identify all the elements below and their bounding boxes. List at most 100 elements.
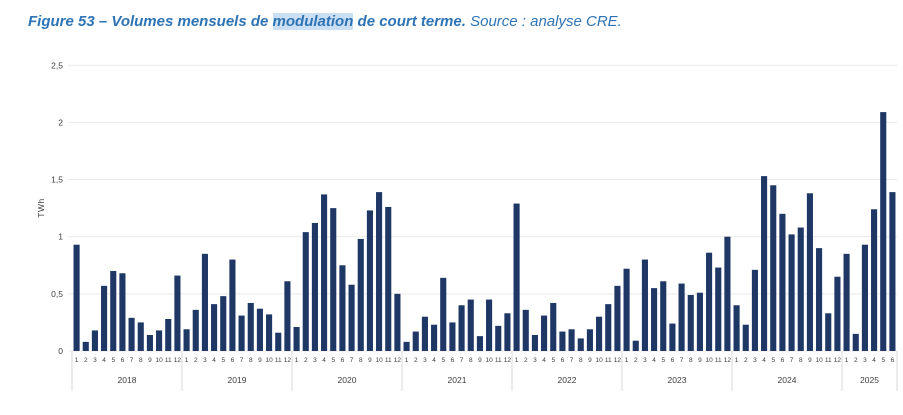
y-axis-title: TWh bbox=[36, 198, 46, 217]
y-axis-tick-label: 1 bbox=[58, 232, 63, 242]
month-tick-label: 10 bbox=[265, 357, 273, 364]
bar bbox=[183, 329, 190, 351]
y-axis-tick-label: 0 bbox=[58, 346, 63, 356]
month-tick-label: 5 bbox=[881, 357, 885, 364]
bar bbox=[761, 176, 768, 351]
month-tick-label: 5 bbox=[111, 357, 115, 364]
month-tick-label: 8 bbox=[469, 357, 473, 364]
bar bbox=[330, 208, 337, 352]
month-tick-label: 10 bbox=[705, 357, 713, 364]
bar bbox=[531, 335, 538, 351]
bar bbox=[449, 322, 456, 351]
bar bbox=[825, 313, 832, 351]
bar bbox=[632, 340, 639, 351]
bar bbox=[229, 259, 236, 351]
bar bbox=[788, 234, 795, 351]
month-tick-label: 4 bbox=[652, 357, 656, 364]
bar bbox=[678, 283, 685, 351]
month-tick-label: 7 bbox=[130, 357, 134, 364]
bar bbox=[880, 112, 887, 351]
month-tick-label: 5 bbox=[771, 357, 775, 364]
month-tick-label: 6 bbox=[231, 357, 235, 364]
bar bbox=[541, 315, 548, 351]
bar bbox=[201, 253, 208, 351]
figure-source: Source : analyse CRE. bbox=[470, 13, 622, 30]
month-tick-label: 12 bbox=[724, 357, 732, 364]
bar bbox=[550, 302, 557, 351]
bar bbox=[696, 292, 703, 351]
bar bbox=[623, 268, 630, 351]
bar bbox=[211, 304, 218, 351]
year-label: 2022 bbox=[558, 375, 577, 385]
bar bbox=[421, 316, 428, 351]
month-tick-label: 2 bbox=[304, 357, 308, 364]
bar bbox=[706, 252, 713, 351]
bar bbox=[256, 308, 263, 351]
month-tick-label: 3 bbox=[863, 357, 867, 364]
bar bbox=[495, 325, 502, 351]
month-tick-label: 2 bbox=[524, 357, 528, 364]
bar bbox=[165, 319, 172, 351]
bar bbox=[174, 275, 181, 351]
month-tick-label: 4 bbox=[212, 357, 216, 364]
month-tick-label: 10 bbox=[155, 357, 163, 364]
month-tick-label: 5 bbox=[221, 357, 225, 364]
month-tick-label: 1 bbox=[735, 357, 739, 364]
month-tick-label: 1 bbox=[405, 357, 409, 364]
month-tick-label: 6 bbox=[451, 357, 455, 364]
bar bbox=[522, 309, 529, 351]
month-tick-label: 7 bbox=[460, 357, 464, 364]
month-tick-label: 2 bbox=[854, 357, 858, 364]
bar bbox=[91, 330, 98, 351]
bar bbox=[614, 285, 621, 351]
bar bbox=[806, 193, 813, 351]
bar bbox=[724, 236, 731, 351]
month-tick-label: 9 bbox=[588, 357, 592, 364]
bar bbox=[486, 299, 493, 351]
bar bbox=[797, 227, 804, 351]
bar bbox=[82, 341, 89, 351]
month-tick-label: 3 bbox=[643, 357, 647, 364]
year-label: 2021 bbox=[448, 375, 467, 385]
bar bbox=[660, 281, 667, 351]
month-tick-label: 10 bbox=[815, 357, 823, 364]
month-tick-label: 11 bbox=[825, 357, 832, 364]
month-tick-label: 9 bbox=[148, 357, 152, 364]
bar bbox=[128, 317, 135, 351]
month-tick-label: 5 bbox=[551, 357, 555, 364]
bar bbox=[467, 299, 474, 351]
month-tick-label: 11 bbox=[605, 357, 612, 364]
month-tick-label: 9 bbox=[698, 357, 702, 364]
bar bbox=[119, 273, 126, 351]
bar bbox=[476, 336, 483, 351]
bar bbox=[266, 314, 273, 351]
month-tick-label: 7 bbox=[680, 357, 684, 364]
title-separator: . bbox=[461, 13, 471, 30]
bar bbox=[568, 329, 575, 351]
month-tick-label: 11 bbox=[715, 357, 722, 364]
month-tick-label: 11 bbox=[275, 357, 282, 364]
bar bbox=[73, 244, 80, 351]
bar bbox=[339, 265, 346, 351]
month-tick-label: 2 bbox=[744, 357, 748, 364]
month-tick-label: 6 bbox=[671, 357, 675, 364]
bar bbox=[376, 192, 383, 351]
bar bbox=[651, 288, 658, 351]
bar bbox=[715, 267, 722, 351]
year-label: 2024 bbox=[778, 375, 797, 385]
month-tick-label: 10 bbox=[595, 357, 603, 364]
bar bbox=[284, 281, 291, 351]
figure-title: Figure 53 – Volumes mensuels de modulati… bbox=[28, 12, 903, 32]
y-axis-tick-label: 2 bbox=[58, 117, 63, 127]
year-label: 2020 bbox=[338, 375, 357, 385]
bar bbox=[247, 302, 254, 351]
month-tick-label: 4 bbox=[542, 357, 546, 364]
bar bbox=[146, 335, 153, 351]
bar bbox=[586, 329, 593, 351]
month-tick-label: 7 bbox=[350, 357, 354, 364]
bar bbox=[861, 244, 868, 351]
month-tick-label: 7 bbox=[790, 357, 794, 364]
bar bbox=[440, 277, 447, 351]
bar bbox=[412, 331, 419, 351]
